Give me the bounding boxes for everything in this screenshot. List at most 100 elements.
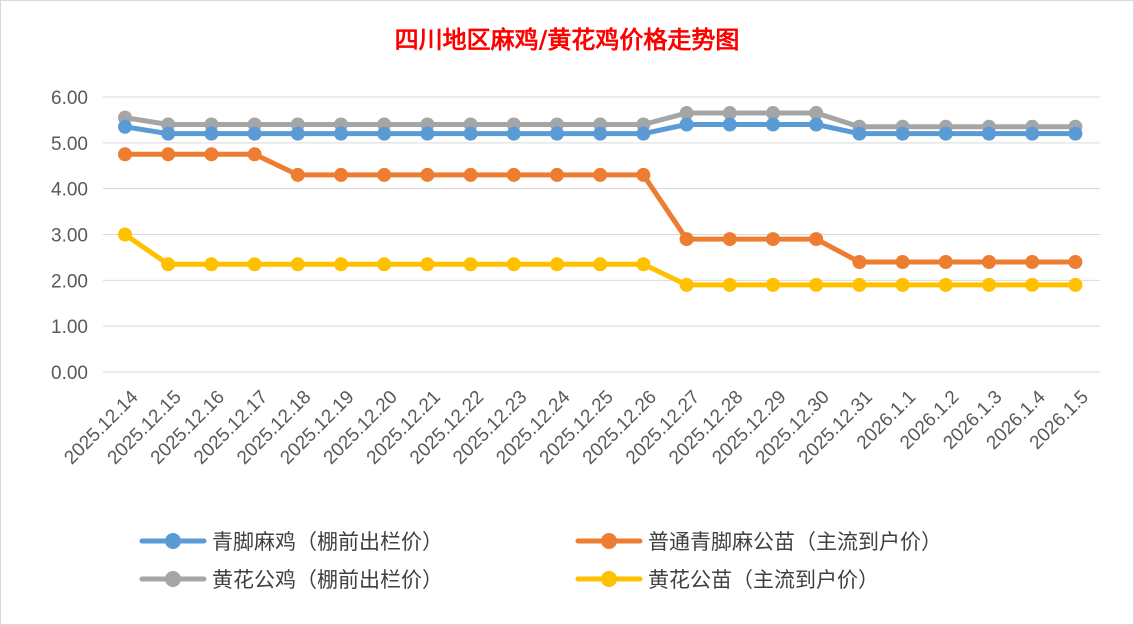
data-point <box>982 126 996 141</box>
data-point <box>938 126 953 141</box>
data-point <box>550 257 564 272</box>
legend-entry: 青脚麻鸡（棚前出栏价） <box>139 530 443 554</box>
data-point <box>118 147 132 162</box>
data-point <box>247 257 262 272</box>
data-point <box>766 117 780 132</box>
series-1 <box>118 117 1083 141</box>
series-3 <box>118 227 1083 292</box>
x-axis-ticks: 2025.12.142025.12.152025.12.162025.12.17… <box>60 386 1092 468</box>
gridlines <box>103 96 1100 373</box>
data-point <box>593 167 608 182</box>
data-point <box>1068 255 1083 269</box>
data-point <box>204 147 219 162</box>
data-point <box>679 106 694 121</box>
legend-swatch-marker <box>165 533 181 549</box>
data-point <box>766 106 780 121</box>
data-point <box>161 126 176 141</box>
data-point <box>809 106 824 121</box>
data-point <box>679 277 694 292</box>
data-point <box>420 167 435 182</box>
y-tick-label: 2.00 <box>51 271 88 292</box>
data-point <box>247 126 262 141</box>
y-tick-label: 4.00 <box>51 180 88 201</box>
legend-label: 黄花公鸡（棚前出栏价） <box>212 568 443 592</box>
data-point <box>377 126 392 141</box>
data-point <box>679 232 694 247</box>
data-point <box>161 147 176 162</box>
data-point <box>938 277 953 292</box>
data-point <box>247 147 262 162</box>
data-point <box>161 257 176 272</box>
data-point <box>809 232 824 247</box>
series-group <box>118 106 1083 292</box>
legend-entry: 黄花公鸡（棚前出栏价） <box>139 568 443 592</box>
data-point <box>204 126 219 141</box>
y-tick-label: 3.00 <box>51 226 88 247</box>
data-point <box>852 277 867 292</box>
data-point <box>463 257 478 272</box>
legend-swatch-marker <box>601 533 617 549</box>
legend-swatch-marker <box>601 571 617 587</box>
data-point <box>1025 255 1040 269</box>
series-2 <box>118 147 1083 269</box>
data-point <box>895 126 910 141</box>
y-tick-label: 6.00 <box>51 88 88 109</box>
data-point <box>809 117 824 132</box>
data-point <box>118 119 132 134</box>
data-point <box>377 257 392 272</box>
data-point <box>334 167 348 182</box>
data-point <box>593 257 608 272</box>
data-point <box>506 167 521 182</box>
data-point <box>852 255 867 269</box>
data-point <box>377 167 392 182</box>
data-point <box>593 126 608 141</box>
y-tick-label: 1.00 <box>51 317 88 338</box>
legend: 青脚麻鸡（棚前出栏价） 普通青脚麻公苗（主流到户价） 黄花公鸡（棚前出栏价） 黄花公苗… <box>139 530 942 592</box>
data-point <box>1025 277 1040 292</box>
data-point <box>290 167 305 182</box>
legend-swatch-marker <box>165 571 181 587</box>
y-tick-label: 0.00 <box>51 363 88 384</box>
data-point <box>938 255 953 269</box>
data-point <box>1068 277 1083 292</box>
data-point <box>722 117 737 132</box>
legend-label: 黄花公苗（主流到户价） <box>648 568 879 592</box>
data-point <box>506 257 521 272</box>
data-point <box>895 277 910 292</box>
data-point <box>334 126 348 141</box>
data-point <box>852 126 867 141</box>
legend-entry: 普通青脚麻公苗（主流到户价） <box>575 530 942 554</box>
data-point <box>550 167 564 182</box>
data-point <box>204 257 219 272</box>
data-point <box>722 106 737 121</box>
data-point <box>982 277 996 292</box>
data-point <box>895 255 910 269</box>
data-point <box>766 277 780 292</box>
y-tick-label: 5.00 <box>51 134 88 155</box>
data-point <box>766 232 780 247</box>
data-point <box>118 227 132 242</box>
data-point <box>636 126 651 141</box>
data-point <box>506 126 521 141</box>
chart-title: 四川地区麻鸡/黄花鸡价格走势图 <box>395 25 740 54</box>
data-point <box>290 126 305 141</box>
y-axis-ticks: 0.00 1.00 2.00 3.00 4.00 5.00 6.00 <box>51 88 88 384</box>
data-point <box>636 257 651 272</box>
legend-entry: 黄花公苗（主流到户价） <box>575 568 879 592</box>
data-point <box>420 126 435 141</box>
legend-label: 青脚麻鸡（棚前出栏价） <box>212 530 443 554</box>
data-point <box>1025 126 1040 141</box>
data-point <box>334 257 348 272</box>
data-point <box>463 126 478 141</box>
data-point <box>982 255 996 269</box>
data-point <box>1068 126 1083 141</box>
data-point <box>463 167 478 182</box>
data-point <box>722 232 737 247</box>
data-point <box>679 117 694 132</box>
legend-label: 普通青脚麻公苗（主流到户价） <box>648 530 942 554</box>
data-point <box>636 167 651 182</box>
data-point <box>420 257 435 272</box>
data-point <box>809 277 824 292</box>
